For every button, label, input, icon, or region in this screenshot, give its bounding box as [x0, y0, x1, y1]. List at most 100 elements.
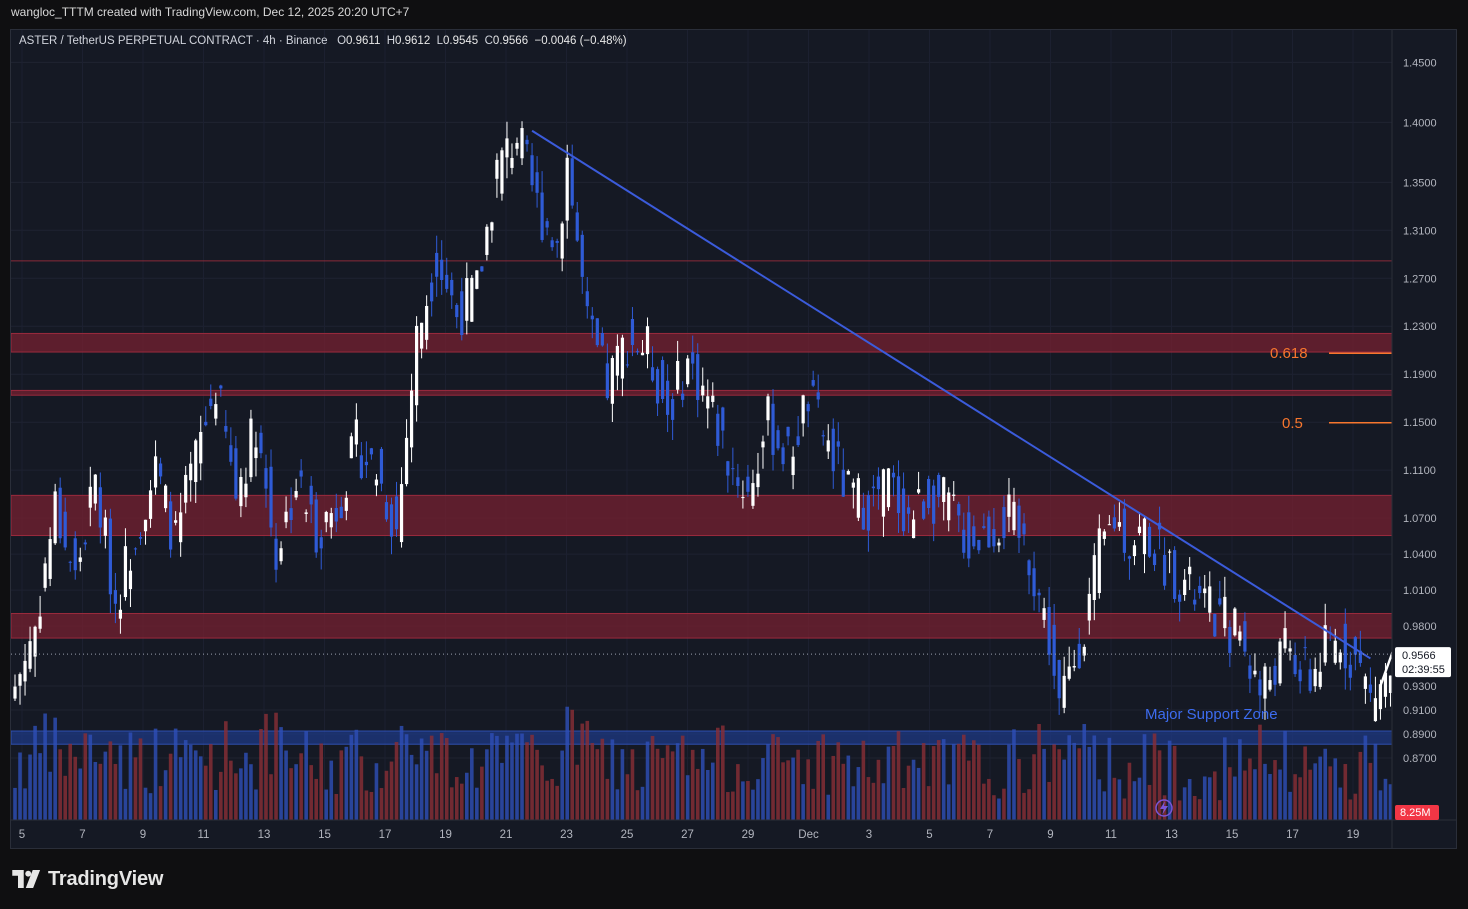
- volume-bar: [535, 749, 539, 820]
- volume-bar: [1032, 754, 1036, 820]
- volume-bar: [123, 788, 128, 820]
- price-chart[interactable]: 0.618 0.5 Major Support Zone 1.4500 1.4000 1.…: [11, 30, 1456, 848]
- volume-bar: [1323, 748, 1328, 820]
- time-tick-label: 15: [318, 829, 331, 841]
- candle-body: [671, 399, 675, 420]
- candle-body: [555, 240, 559, 243]
- volume-bar: [148, 793, 153, 820]
- volume-bar: [861, 740, 866, 820]
- candle-body: [886, 468, 891, 508]
- candle-body: [158, 463, 163, 477]
- candle-body: [1348, 664, 1352, 678]
- volume-bar: [1328, 766, 1333, 820]
- volume-bar: [38, 753, 42, 820]
- chart-pane[interactable]: 0.618 0.5 Major Support Zone 1.4500 1.4000 1.…: [10, 29, 1457, 849]
- volume-bar: [1363, 735, 1368, 820]
- volume-bar: [459, 783, 464, 820]
- volume-bar: [28, 754, 32, 820]
- volume-bar: [334, 793, 339, 820]
- candle-body: [73, 538, 77, 571]
- price-tick-label: 0.8900: [1403, 729, 1437, 741]
- volume-bar: [399, 725, 404, 820]
- candle-body: [1062, 675, 1066, 708]
- volume-bar: [856, 767, 861, 820]
- candle-body: [1228, 626, 1232, 653]
- volume-bar: [475, 787, 479, 820]
- volume-bar: [454, 777, 459, 820]
- volume-bar: [133, 757, 138, 820]
- volume-bar: [203, 765, 208, 820]
- resistance-zone[interactable]: [11, 494, 1393, 537]
- candle-body: [1378, 684, 1383, 710]
- volume-bar: [575, 764, 580, 820]
- candle-body: [409, 390, 414, 448]
- candle-body: [726, 461, 730, 476]
- candle-body: [465, 278, 469, 321]
- candle-body: [354, 419, 358, 445]
- resistance-zone[interactable]: [11, 332, 1393, 353]
- support-zone[interactable]: [11, 730, 1393, 745]
- candle-body: [1238, 631, 1242, 641]
- volume-bar: [234, 773, 238, 820]
- downtrend-line[interactable]: [531, 129, 1371, 660]
- volume-bar: [1278, 769, 1282, 820]
- volume-bar: [158, 786, 163, 820]
- volume-bar: [1037, 724, 1041, 820]
- volume-bar: [916, 767, 921, 820]
- candle-body: [254, 447, 258, 459]
- candle-body: [495, 159, 499, 179]
- price-tick-label: 1.3100: [1403, 225, 1437, 237]
- candle-body: [1072, 666, 1076, 668]
- volume-bar: [103, 751, 108, 820]
- candle-body: [153, 456, 158, 488]
- resistance-zone[interactable]: [11, 612, 1393, 639]
- candle-body: [942, 477, 946, 502]
- candle-body: [741, 497, 745, 499]
- price-tick-label: 1.1900: [1403, 369, 1437, 381]
- candle-body: [174, 520, 178, 523]
- candle-body: [334, 507, 338, 522]
- volume-bar: [635, 790, 640, 820]
- candle-body: [786, 426, 790, 437]
- volume-bar: [906, 765, 911, 820]
- time-tick-label: 11: [1105, 829, 1117, 841]
- volume-bar: [700, 748, 705, 820]
- candle-body: [1032, 568, 1036, 597]
- volume-bar: [510, 742, 514, 820]
- candle-body: [911, 519, 916, 539]
- volume-bar: [615, 789, 620, 820]
- volume-bar: [901, 787, 906, 820]
- candle-body: [53, 491, 57, 544]
- time-tick-label: 7: [987, 829, 993, 841]
- volume-bar: [585, 720, 590, 820]
- candle-body: [595, 318, 599, 346]
- candle-body: [319, 537, 323, 549]
- candle-body: [530, 155, 534, 186]
- candle-body: [1368, 684, 1372, 693]
- candle-body: [505, 138, 509, 158]
- candle-body: [525, 139, 529, 145]
- volume-bar: [1102, 791, 1107, 820]
- candle-body: [103, 517, 107, 536]
- volume-bar: [470, 748, 474, 820]
- volume-bar: [685, 775, 690, 820]
- time-tick-label: 7: [79, 829, 85, 841]
- volume-bar: [1288, 791, 1292, 820]
- volume-bar: [525, 742, 529, 820]
- candle-body: [1132, 545, 1137, 557]
- price-scale[interactable]: [1392, 30, 1456, 848]
- candle-body: [781, 447, 785, 465]
- volume-bar: [465, 772, 469, 820]
- candle-body: [1333, 640, 1337, 663]
- symbol-name[interactable]: ASTER / TetherUS PERPETUAL CONTRACT · 4h…: [19, 35, 328, 47]
- volume-bar: [264, 713, 268, 820]
- candle-body: [891, 472, 896, 478]
- volume-bar: [168, 753, 173, 820]
- candle-body: [349, 436, 353, 459]
- flash-icon[interactable]: [1155, 799, 1173, 817]
- volume-bar: [555, 785, 559, 820]
- candle-body: [500, 150, 504, 194]
- candle-body: [535, 172, 539, 193]
- candle-body: [691, 352, 695, 364]
- last-price-value: 0.9566: [1402, 650, 1436, 662]
